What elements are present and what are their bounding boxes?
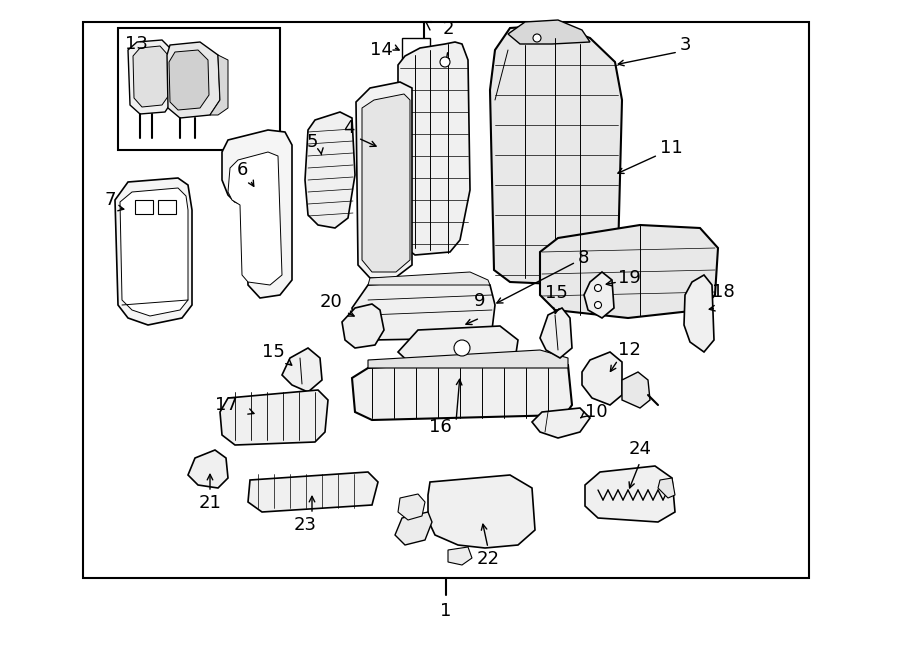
Text: 20: 20 — [320, 293, 342, 311]
Bar — [83, 22, 809, 578]
Bar — [158, 200, 176, 214]
Polygon shape — [356, 82, 412, 278]
Polygon shape — [210, 55, 228, 115]
Polygon shape — [428, 475, 535, 548]
Text: 15: 15 — [544, 284, 567, 302]
Polygon shape — [305, 112, 355, 228]
Polygon shape — [115, 178, 192, 325]
Polygon shape — [362, 94, 410, 272]
Polygon shape — [584, 272, 614, 318]
Bar — [402, 38, 430, 66]
Polygon shape — [398, 494, 425, 520]
Text: 2: 2 — [442, 20, 454, 38]
Text: 24: 24 — [628, 440, 652, 458]
Polygon shape — [228, 152, 282, 285]
Polygon shape — [490, 25, 622, 285]
Text: 6: 6 — [237, 161, 248, 179]
Bar — [135, 200, 153, 214]
Polygon shape — [368, 350, 568, 368]
Circle shape — [533, 34, 541, 42]
Text: 22: 22 — [476, 550, 500, 568]
Polygon shape — [352, 278, 495, 340]
Polygon shape — [282, 348, 322, 392]
Text: 15: 15 — [262, 343, 285, 361]
Text: 16: 16 — [428, 418, 452, 436]
Polygon shape — [508, 20, 590, 44]
Text: 14: 14 — [370, 41, 393, 59]
Polygon shape — [448, 547, 472, 565]
Polygon shape — [120, 188, 188, 316]
Text: 21: 21 — [199, 494, 221, 512]
Polygon shape — [128, 40, 173, 114]
Polygon shape — [188, 450, 228, 488]
Polygon shape — [684, 275, 714, 352]
Polygon shape — [398, 326, 518, 368]
Polygon shape — [532, 408, 590, 438]
Polygon shape — [622, 372, 650, 408]
Text: 8: 8 — [578, 249, 590, 267]
Polygon shape — [342, 304, 384, 348]
Circle shape — [595, 301, 601, 309]
Text: 11: 11 — [660, 139, 683, 157]
Polygon shape — [368, 272, 490, 285]
Circle shape — [595, 284, 601, 292]
Polygon shape — [585, 466, 675, 522]
Text: 7: 7 — [104, 191, 116, 209]
Text: 12: 12 — [618, 341, 641, 359]
Polygon shape — [352, 358, 572, 420]
Text: 10: 10 — [585, 403, 608, 421]
Polygon shape — [220, 390, 328, 445]
Polygon shape — [540, 225, 718, 318]
Polygon shape — [658, 478, 675, 498]
Text: 9: 9 — [474, 292, 486, 310]
Text: 1: 1 — [440, 602, 452, 620]
Polygon shape — [133, 46, 169, 107]
Text: 18: 18 — [712, 283, 734, 301]
Polygon shape — [222, 130, 292, 298]
Text: 13: 13 — [125, 35, 148, 53]
Text: 4: 4 — [344, 119, 355, 137]
Text: 23: 23 — [293, 516, 317, 534]
Circle shape — [440, 57, 450, 67]
Circle shape — [454, 340, 470, 356]
Polygon shape — [582, 352, 622, 405]
Polygon shape — [248, 472, 378, 512]
Polygon shape — [167, 42, 220, 118]
Polygon shape — [395, 512, 432, 545]
Bar — [118, 28, 280, 150]
Text: 5: 5 — [307, 133, 318, 151]
Polygon shape — [540, 308, 572, 358]
Text: 19: 19 — [618, 269, 641, 287]
Polygon shape — [398, 42, 470, 255]
Text: 17: 17 — [215, 396, 238, 414]
Polygon shape — [169, 50, 209, 110]
Text: 3: 3 — [680, 36, 691, 54]
